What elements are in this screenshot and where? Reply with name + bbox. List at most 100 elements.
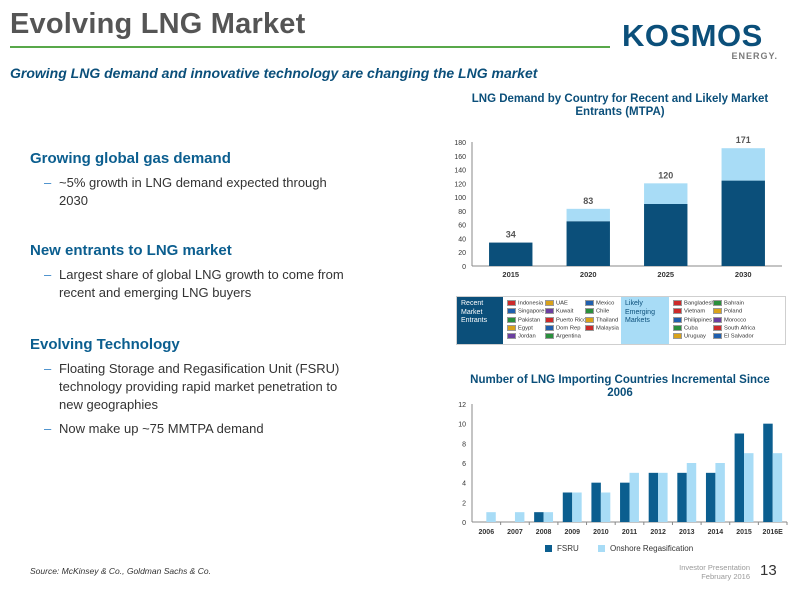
y-tick-label: 8 — [462, 441, 466, 448]
country-entry: Vietnam — [673, 308, 705, 315]
y-tick-label: 0 — [462, 520, 466, 527]
logo-wordmark: KOSMOS — [622, 18, 763, 53]
bullet-dash: – — [44, 175, 52, 190]
bar-recent — [644, 204, 688, 266]
onshore-swatch — [598, 545, 605, 552]
country-name: Philippines — [684, 317, 713, 324]
y-tick-label: 12 — [458, 402, 466, 409]
bar-fsru — [734, 433, 745, 522]
chart2-title: Number of LNG Importing Countries Increm… — [470, 374, 770, 399]
y-tick-label: 40 — [458, 236, 466, 243]
flag-icon — [713, 333, 722, 340]
y-tick-label: 100 — [454, 195, 466, 202]
legend-onshore-label: Onshore Regasification — [610, 544, 694, 553]
flag-icon — [507, 316, 516, 323]
country-name: Malaysia — [596, 325, 619, 332]
bar-onshore — [486, 512, 496, 522]
x-tick-label: 2020 — [580, 270, 597, 279]
fsru-swatch — [545, 545, 552, 552]
presentation-date: February 2016 — [701, 572, 750, 581]
y-tick-label: 2 — [462, 500, 466, 507]
flag-icon — [585, 316, 594, 323]
y-tick-label: 140 — [454, 168, 466, 175]
y-tick-label: 6 — [462, 461, 466, 468]
y-tick-label: 120 — [454, 181, 466, 188]
y-tick-label: 0 — [462, 264, 466, 271]
flag-icon — [713, 316, 722, 323]
country-name: Bangladesh — [684, 300, 715, 307]
legend-onshore: Onshore Regasification — [598, 544, 693, 553]
x-tick-label: 2015 — [502, 270, 519, 279]
country-entry: UAE — [545, 300, 568, 307]
flag-icon — [585, 324, 594, 331]
country-entry: Egypt — [507, 324, 533, 331]
market-entrants-legend: Recent Market Entrants Likely Emerging M… — [456, 296, 786, 345]
y-tick-label: 20 — [458, 250, 466, 257]
y-tick-label: 4 — [462, 481, 466, 488]
country-name: Bahrain — [724, 300, 744, 307]
bullet-dash: – — [44, 421, 52, 436]
page-subtitle: Growing LNG demand and innovative techno… — [10, 65, 538, 81]
bar-fsru — [534, 512, 544, 522]
y-tick-label: 10 — [458, 422, 466, 429]
importing-countries-bar-chart: 0 2 4 6 8 10 12 2006 2007 2008 2009 2010 2011 2012 201… — [458, 402, 788, 536]
x-tick-label: 2008 — [536, 529, 552, 536]
x-tick-label: 2012 — [650, 529, 666, 536]
bar-onshore — [600, 492, 611, 522]
bar-onshore — [715, 463, 725, 522]
flag-icon — [713, 324, 722, 331]
bar-likely — [644, 183, 688, 204]
bar-onshore — [514, 512, 525, 522]
bar-onshore — [686, 463, 697, 522]
flag-icon — [545, 308, 554, 315]
flag-icon — [713, 300, 722, 306]
country-entry: Jordan — [507, 333, 536, 340]
flag-icon — [507, 300, 516, 306]
bullet-text: Floating Storage and Regasification Unit… — [59, 361, 340, 412]
demand-stacked-bar-chart: 0 20 40 60 80 100 120 140 160 180 34 2015 83 2020 120 2… — [454, 135, 782, 279]
bullet-text: Now make up ~75 MMTPA demand — [59, 421, 264, 436]
country-entry: Malaysia — [585, 324, 619, 332]
country-entry: Poland — [713, 308, 742, 315]
chart1-title: LNG Demand by Country for Recent and Lik… — [471, 93, 769, 118]
country-entry: Chile — [585, 308, 609, 315]
flag-icon — [507, 308, 516, 315]
country-entry: Kuwait — [545, 308, 573, 315]
country-name: Cuba — [684, 325, 698, 332]
x-tick-label: 2015 — [736, 529, 752, 536]
y-tick-label: 80 — [458, 209, 466, 216]
country-entry: Mexico — [585, 300, 614, 307]
country-entry: South Africa — [713, 324, 755, 331]
country-entry: Singapore — [507, 308, 544, 315]
x-tick-label: 2016E — [763, 529, 784, 536]
recent-entrants-label: Recent Market Entrants — [457, 297, 503, 344]
bullet-text: Largest share of global LNG growth to co… — [59, 267, 344, 300]
country-entry: El Salvador — [713, 333, 754, 340]
bar-recent — [721, 180, 765, 266]
x-tick-label: 2010 — [593, 529, 609, 536]
country-name: UAE — [556, 300, 568, 307]
section-heading-new-entrants: New entrants to LNG market — [30, 242, 232, 259]
x-tick-label: 2030 — [735, 270, 752, 279]
country-name: Uruguay — [684, 333, 706, 340]
bullet-gas-demand: – ~5% growth in LNG demand expected thro… — [44, 174, 354, 210]
country-name: Argentina — [556, 333, 581, 340]
total-data-label: 120 — [658, 170, 673, 180]
country-name: Poland — [724, 308, 743, 315]
bar-onshore — [629, 472, 639, 522]
flag-icon — [585, 308, 594, 315]
logo-subtext: ENERGY. — [731, 51, 778, 61]
country-entry: Bahrain — [713, 300, 744, 307]
country-name: Vietnam — [684, 308, 706, 315]
x-tick-label: 2013 — [679, 529, 695, 536]
flag-icon — [673, 333, 682, 340]
country-name: Jordan — [518, 333, 536, 340]
y-tick-label: 160 — [454, 154, 466, 161]
country-name: Indonesia — [518, 300, 544, 307]
country-name: El Salvador — [724, 333, 754, 340]
country-name: Morocco — [724, 317, 747, 324]
country-entry: Morocco — [713, 316, 747, 324]
bar-onshore — [772, 453, 783, 522]
country-entry: Argentina — [545, 333, 581, 340]
flag-icon — [545, 324, 554, 331]
